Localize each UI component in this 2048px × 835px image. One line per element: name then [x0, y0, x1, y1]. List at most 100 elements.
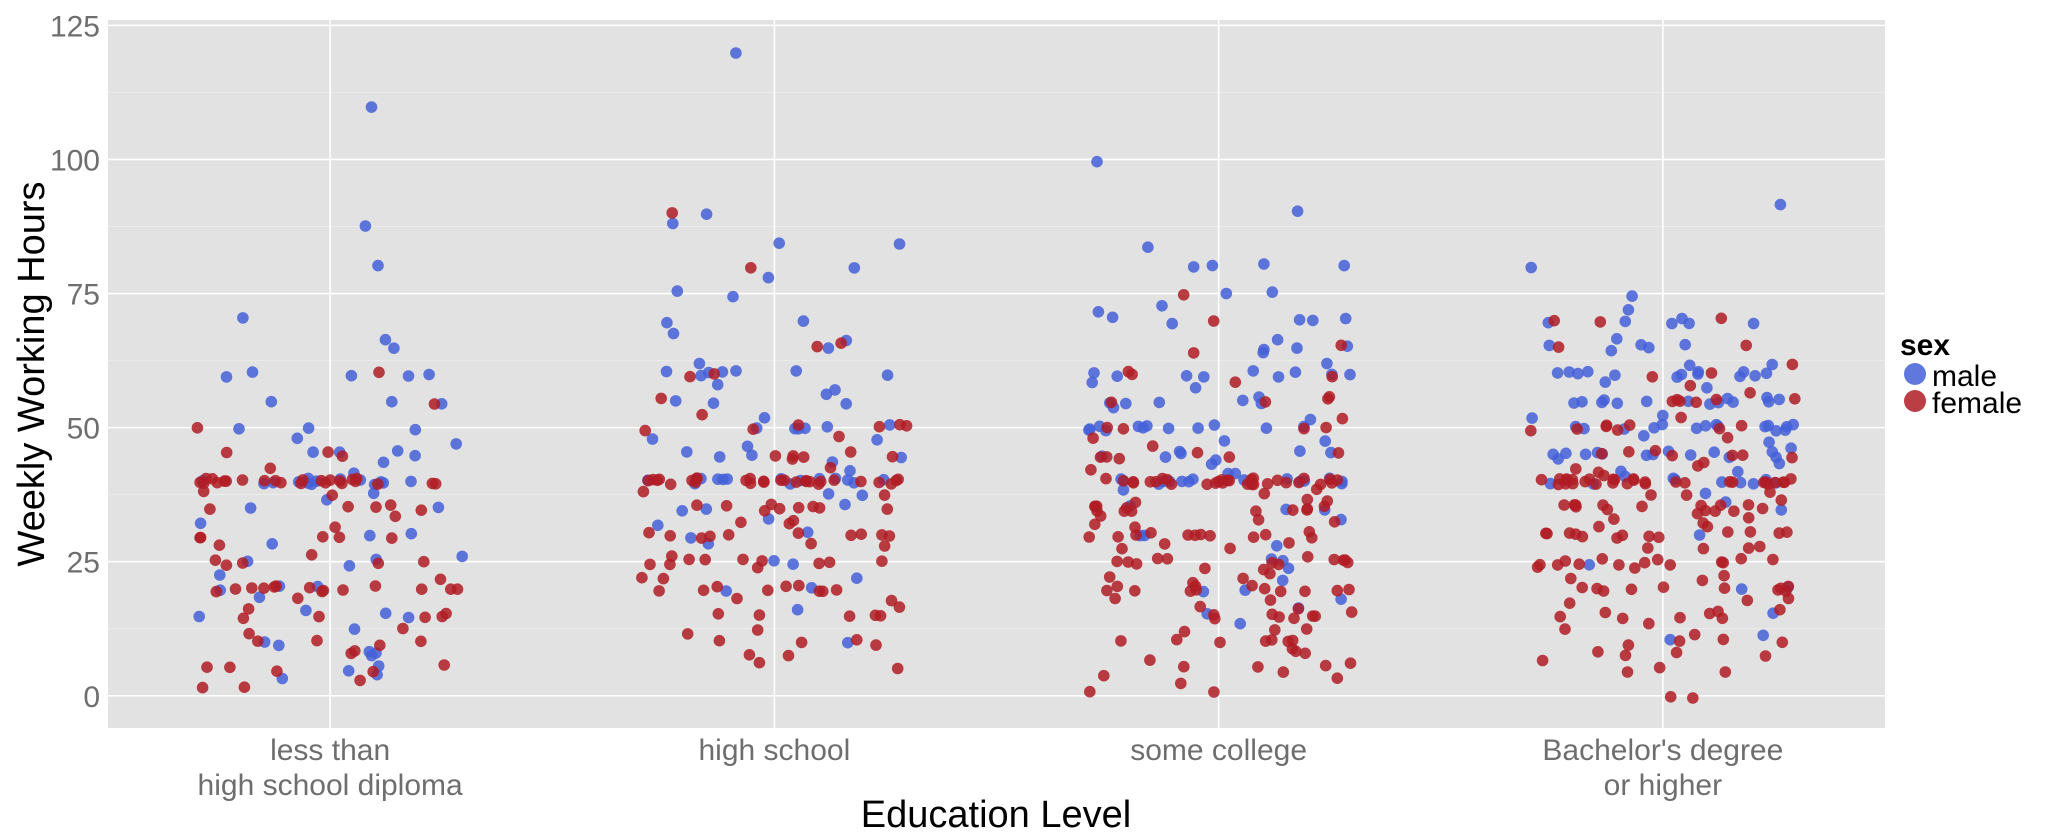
- data-point-female: [637, 485, 650, 498]
- data-point-male: [1159, 451, 1172, 463]
- data-point-female: [773, 502, 786, 515]
- data-point-female: [1608, 513, 1620, 525]
- x-tick-label: high school: [698, 734, 850, 767]
- data-point-female: [812, 478, 825, 490]
- data-point-male: [1192, 422, 1204, 434]
- data-point-female: [666, 207, 678, 219]
- data-point-female: [1087, 432, 1099, 445]
- data-point-male: [1271, 333, 1284, 346]
- y-tick-label: 100: [50, 144, 100, 177]
- data-point-female: [415, 635, 427, 648]
- data-point-female: [893, 601, 906, 613]
- data-point-female: [1664, 691, 1677, 703]
- data-point-male: [1757, 629, 1769, 642]
- data-point-female: [1189, 580, 1202, 592]
- data-point-female: [744, 472, 756, 485]
- data-point-female: [415, 504, 428, 516]
- x-tick-label: Bachelor's degree or higher: [1542, 734, 1783, 802]
- data-point-female: [807, 500, 819, 513]
- data-point-male: [1648, 422, 1660, 434]
- data-point-male: [365, 649, 378, 662]
- data-point-male: [1162, 422, 1175, 435]
- data-point-male: [432, 501, 445, 514]
- data-point-female: [758, 505, 771, 517]
- data-point-female: [436, 610, 449, 623]
- data-point-male: [1675, 368, 1688, 381]
- data-point-female: [238, 681, 251, 693]
- data-point-female: [1343, 583, 1355, 596]
- data-point-female: [1301, 493, 1314, 506]
- data-point-male: [1692, 366, 1705, 378]
- data-point-female: [1098, 669, 1110, 682]
- data-point-male: [712, 473, 724, 486]
- data-point-female: [1673, 635, 1686, 647]
- data-point-female: [828, 474, 840, 487]
- data-point-female: [873, 420, 886, 433]
- data-point-female: [695, 532, 708, 544]
- data-point-female: [418, 555, 430, 568]
- data-point-male: [1344, 368, 1356, 381]
- data-point-female: [1744, 387, 1756, 399]
- data-point-female: [1259, 528, 1272, 541]
- data-point-female: [1113, 452, 1126, 465]
- data-point-male: [1683, 317, 1695, 330]
- data-point-female: [206, 473, 219, 485]
- data-point-male: [1321, 357, 1333, 370]
- data-point-male: [1626, 290, 1638, 302]
- data-point-male: [829, 384, 841, 396]
- data-point-male: [1234, 617, 1246, 630]
- data-point-male: [1141, 420, 1153, 432]
- data-point-female: [817, 585, 829, 598]
- data-point-male: [1552, 453, 1564, 465]
- data-point-male: [1142, 241, 1154, 253]
- data-point-female: [194, 476, 206, 489]
- data-point-female: [651, 474, 664, 487]
- data-point-female: [851, 634, 863, 646]
- data-point-male: [1747, 478, 1760, 490]
- data-point-male: [856, 489, 869, 502]
- data-point-female: [451, 583, 464, 595]
- data-point-female: [374, 639, 386, 652]
- data-point-male: [1086, 376, 1098, 389]
- data-point-female: [1643, 530, 1655, 543]
- data-point-male: [365, 101, 378, 113]
- data-point-female: [434, 573, 447, 586]
- data-point-female: [1264, 567, 1276, 580]
- data-point-female: [1286, 634, 1299, 647]
- data-point-male: [851, 572, 863, 584]
- data-point-female: [747, 423, 759, 436]
- data-point-female: [237, 612, 250, 625]
- data-point-female: [1301, 504, 1313, 516]
- data-point-female: [870, 639, 882, 651]
- data-point-female: [1223, 451, 1236, 463]
- data-point-female: [653, 585, 665, 597]
- data-point-female: [1691, 507, 1704, 520]
- data-point-male: [1683, 359, 1696, 372]
- data-point-male: [822, 488, 835, 500]
- data-point-female: [1540, 527, 1552, 540]
- data-point-male: [1747, 317, 1760, 330]
- y-tick-labels: 0 25 50 75 100 125: [50, 10, 100, 713]
- data-point-male: [237, 312, 249, 324]
- data-point-female: [1705, 367, 1718, 379]
- data-point-female: [1214, 636, 1226, 649]
- data-point-female: [243, 627, 255, 640]
- data-point-male: [1220, 287, 1233, 300]
- data-point-female: [1674, 611, 1686, 624]
- data-point-female: [1775, 494, 1788, 506]
- data-point-female: [1245, 473, 1258, 486]
- data-point-male: [840, 398, 852, 410]
- data-point-male: [273, 639, 285, 652]
- data-point-female: [644, 558, 656, 571]
- data-point-female: [762, 584, 774, 597]
- data-point-female: [1558, 499, 1570, 511]
- data-point-female: [1326, 370, 1338, 383]
- data-point-female: [1303, 526, 1316, 538]
- data-point-female: [1175, 677, 1187, 690]
- data-point-female: [636, 571, 648, 584]
- data-point-male: [839, 498, 851, 511]
- data-point-female: [1742, 512, 1755, 524]
- data-point-male: [1307, 314, 1319, 327]
- data-points: [191, 47, 1801, 704]
- data-point-female: [731, 592, 743, 605]
